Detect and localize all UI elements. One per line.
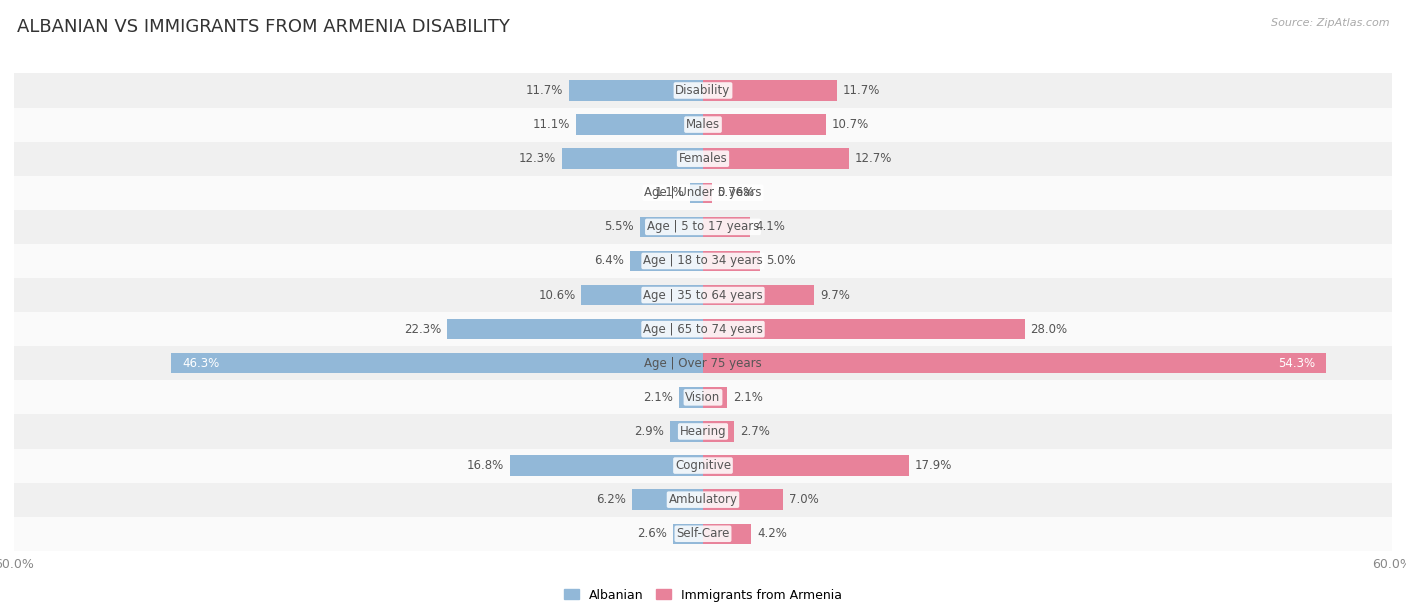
Bar <box>568 80 703 101</box>
Text: 12.7%: 12.7% <box>855 152 891 165</box>
Text: 46.3%: 46.3% <box>183 357 221 370</box>
Text: 2.7%: 2.7% <box>740 425 769 438</box>
Text: ALBANIAN VS IMMIGRANTS FROM ARMENIA DISABILITY: ALBANIAN VS IMMIGRANTS FROM ARMENIA DISA… <box>17 18 510 36</box>
Text: Cognitive: Cognitive <box>675 459 731 472</box>
Bar <box>14 141 1392 176</box>
Bar <box>510 455 703 476</box>
Bar <box>14 380 1392 414</box>
Bar <box>703 80 838 101</box>
Text: Age | Under 5 years: Age | Under 5 years <box>644 186 762 200</box>
Text: 6.4%: 6.4% <box>593 255 624 267</box>
Bar <box>631 490 703 510</box>
Text: 4.1%: 4.1% <box>756 220 786 233</box>
Text: 5.0%: 5.0% <box>766 255 796 267</box>
Bar <box>575 114 703 135</box>
Text: Males: Males <box>686 118 720 131</box>
Bar <box>14 346 1392 380</box>
Legend: Albanian, Immigrants from Armenia: Albanian, Immigrants from Armenia <box>560 584 846 606</box>
Text: 2.9%: 2.9% <box>634 425 664 438</box>
Bar <box>630 251 703 271</box>
Bar <box>703 421 734 442</box>
Bar <box>14 73 1392 108</box>
Text: Hearing: Hearing <box>679 425 727 438</box>
Bar <box>703 319 1025 340</box>
Bar <box>14 278 1392 312</box>
Bar <box>14 483 1392 517</box>
Bar <box>703 387 727 408</box>
Text: 2.6%: 2.6% <box>637 528 668 540</box>
Bar <box>581 285 703 305</box>
Bar <box>703 182 711 203</box>
Bar <box>14 244 1392 278</box>
Bar <box>669 421 703 442</box>
Bar <box>14 108 1392 141</box>
Text: 6.2%: 6.2% <box>596 493 626 506</box>
Text: Self-Care: Self-Care <box>676 528 730 540</box>
Text: 2.1%: 2.1% <box>644 391 673 404</box>
Bar <box>703 490 783 510</box>
Bar <box>640 217 703 237</box>
Text: 4.2%: 4.2% <box>756 528 787 540</box>
Text: 11.7%: 11.7% <box>844 84 880 97</box>
Bar <box>14 176 1392 210</box>
Text: Age | 5 to 17 years: Age | 5 to 17 years <box>647 220 759 233</box>
Bar <box>703 114 825 135</box>
Text: 9.7%: 9.7% <box>820 289 851 302</box>
Bar <box>14 312 1392 346</box>
Bar <box>703 353 1326 373</box>
Text: 0.76%: 0.76% <box>717 186 755 200</box>
Text: 5.5%: 5.5% <box>605 220 634 233</box>
Text: 22.3%: 22.3% <box>404 323 441 335</box>
Bar <box>562 149 703 169</box>
Text: Age | Over 75 years: Age | Over 75 years <box>644 357 762 370</box>
Bar <box>703 149 849 169</box>
Text: 2.1%: 2.1% <box>733 391 762 404</box>
Text: Age | 65 to 74 years: Age | 65 to 74 years <box>643 323 763 335</box>
Bar <box>172 353 703 373</box>
Text: Age | 35 to 64 years: Age | 35 to 64 years <box>643 289 763 302</box>
Text: 11.7%: 11.7% <box>526 84 562 97</box>
Bar <box>14 414 1392 449</box>
Bar <box>14 449 1392 483</box>
Bar <box>690 182 703 203</box>
Text: Ambulatory: Ambulatory <box>668 493 738 506</box>
Bar <box>703 251 761 271</box>
Text: 16.8%: 16.8% <box>467 459 505 472</box>
Text: 54.3%: 54.3% <box>1278 357 1315 370</box>
Text: Age | 18 to 34 years: Age | 18 to 34 years <box>643 255 763 267</box>
Bar <box>14 210 1392 244</box>
Text: 28.0%: 28.0% <box>1031 323 1067 335</box>
Bar <box>447 319 703 340</box>
Bar <box>673 523 703 544</box>
Text: Vision: Vision <box>685 391 721 404</box>
Bar <box>703 285 814 305</box>
Text: 10.7%: 10.7% <box>831 118 869 131</box>
Text: 11.1%: 11.1% <box>533 118 569 131</box>
Bar <box>14 517 1392 551</box>
Bar <box>679 387 703 408</box>
Bar <box>703 217 749 237</box>
Text: 17.9%: 17.9% <box>914 459 952 472</box>
Text: 12.3%: 12.3% <box>519 152 555 165</box>
Text: Females: Females <box>679 152 727 165</box>
Bar <box>703 523 751 544</box>
Bar <box>703 455 908 476</box>
Text: 7.0%: 7.0% <box>789 493 818 506</box>
Text: 10.6%: 10.6% <box>538 289 575 302</box>
Text: 1.1%: 1.1% <box>655 186 685 200</box>
Text: Source: ZipAtlas.com: Source: ZipAtlas.com <box>1271 18 1389 28</box>
Text: Disability: Disability <box>675 84 731 97</box>
